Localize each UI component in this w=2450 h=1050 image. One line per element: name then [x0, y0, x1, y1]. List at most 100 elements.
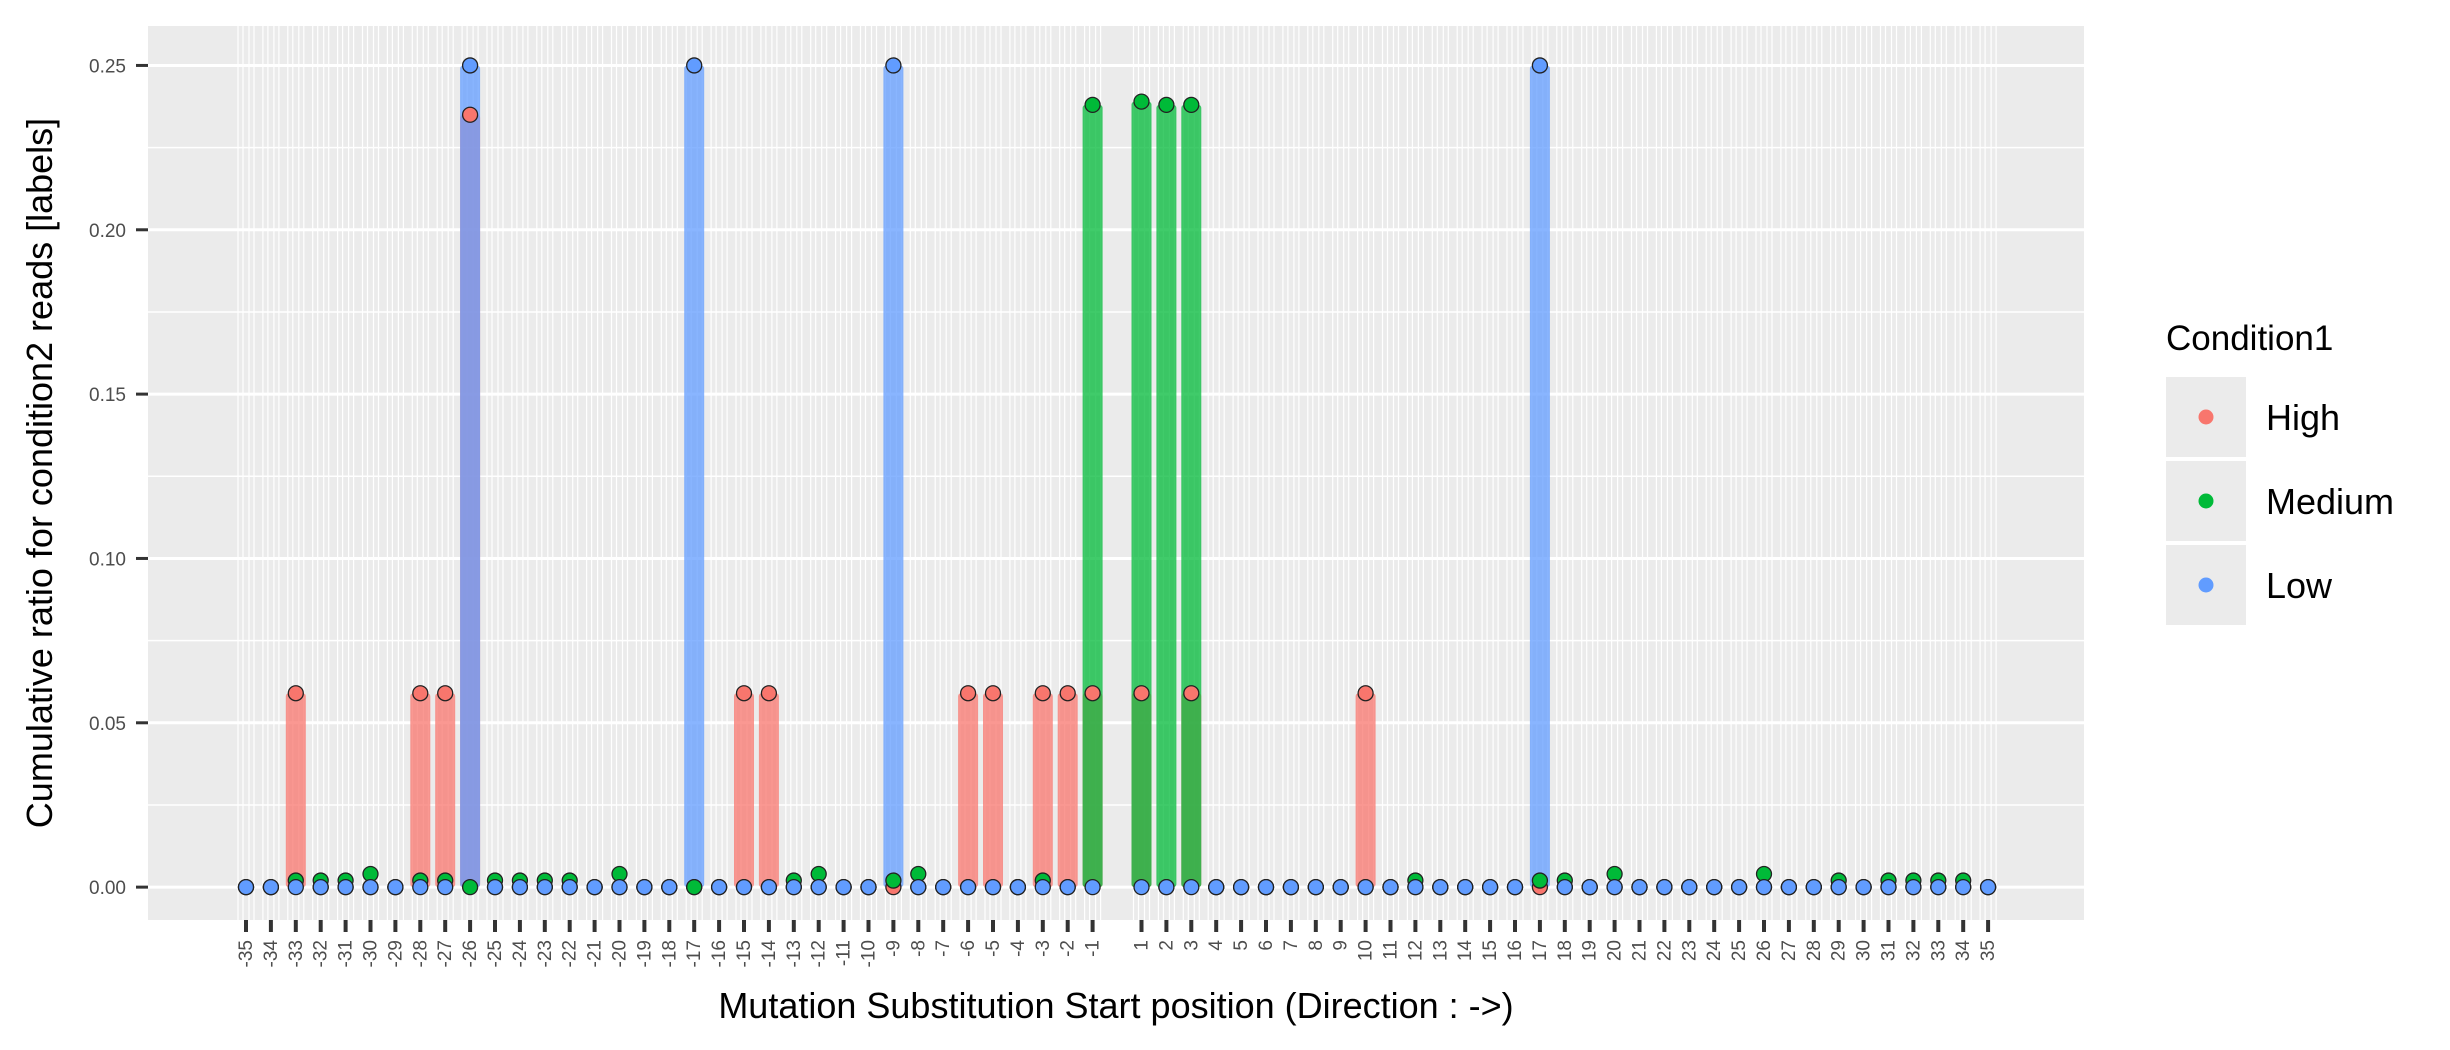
bar-high--3: [1032, 693, 1053, 888]
y-axis-title: Cumulative ratio for condition2 reads [l…: [19, 118, 60, 828]
point-low-7: [1282, 878, 1300, 896]
point-low-12: [1407, 878, 1424, 896]
x-tick-label: -31: [336, 940, 357, 967]
point-low-22: [1656, 878, 1673, 896]
point-high--27: [437, 685, 454, 702]
y-tick-label: 0.25: [89, 56, 126, 77]
point-high--3: [1034, 685, 1051, 702]
point-low--7: [935, 878, 952, 896]
point-low--5: [984, 878, 1002, 896]
point-low-26: [1755, 878, 1773, 896]
x-tick-label: -16: [709, 940, 730, 967]
point-high--2: [1059, 685, 1076, 702]
point-low-13: [1432, 878, 1449, 896]
bar-low--9: [883, 65, 904, 888]
x-tick-label: 19: [1580, 940, 1601, 961]
point-low-24: [1706, 878, 1723, 896]
x-tick-label: -8: [908, 940, 929, 957]
point-high--5: [984, 685, 1002, 702]
x-tick-label: -20: [610, 940, 631, 967]
x-tick-label: 16: [1505, 940, 1526, 961]
point-low--20: [611, 878, 628, 896]
bar-high--5: [983, 693, 1003, 888]
point-low-1: [1133, 878, 1150, 896]
x-tick-label: 9: [1331, 940, 1352, 951]
y-tick-label: 0.10: [89, 549, 126, 570]
x-tick-label: -19: [634, 940, 655, 967]
point-low--12: [810, 878, 827, 896]
x-axis-title: Mutation Substitution Start position (Di…: [718, 985, 1513, 1026]
point-low-23: [1681, 878, 1698, 896]
x-tick-label: -12: [809, 940, 830, 967]
point-low--31: [337, 878, 354, 896]
legend-title: Condition1: [2166, 319, 2333, 358]
x-tick-label: 26: [1754, 940, 1775, 961]
bar-high--6: [958, 693, 979, 888]
point-low-35: [1979, 878, 1997, 896]
points: [237, 57, 1997, 896]
x-tick-label: 18: [1555, 940, 1576, 961]
point-low-20: [1606, 878, 1623, 896]
x-tick-label: 24: [1704, 940, 1725, 962]
legend-dot-medium: [2198, 493, 2214, 509]
x-tick-label: -35: [236, 940, 257, 967]
point-low-4: [1208, 878, 1225, 896]
point-low-21: [1631, 878, 1648, 896]
x-tick-label: -3: [1033, 940, 1054, 957]
x-axis: -35 -34 -33 -32 -31 -30 -29 -28 -27 -26 -25 -24 -23-…: [236, 920, 1999, 967]
x-tick-label: -7: [933, 940, 954, 957]
point-low--13: [785, 878, 802, 896]
legend-dot-high: [2198, 409, 2214, 425]
point-high--6: [959, 685, 977, 702]
bar-medium--1: [1082, 104, 1103, 888]
x-tick-label: -4: [1008, 940, 1029, 957]
x-tick-label: -14: [759, 940, 780, 968]
point-low--18: [661, 878, 678, 896]
point-low-34: [1955, 878, 1972, 896]
point-low-18: [1556, 878, 1573, 896]
x-tick-label: -26: [460, 940, 481, 967]
point-high--28: [412, 685, 429, 702]
x-tick-label: -34: [261, 940, 282, 968]
x-tick-label: 22: [1654, 940, 1675, 961]
x-tick-label: 32: [1903, 940, 1924, 961]
x-tick-label: -9: [883, 940, 904, 957]
legend-label-medium: Medium: [2266, 481, 2394, 522]
bar-medium-2: [1156, 104, 1177, 888]
x-tick-label: 1: [1132, 940, 1153, 951]
bar-high--14: [758, 693, 779, 888]
point-low--26: [461, 57, 479, 74]
x-tick-label: 10: [1356, 940, 1377, 961]
legend-label-high: High: [2266, 397, 2340, 438]
x-tick-label: -29: [385, 940, 406, 967]
bar-low--17: [684, 65, 705, 888]
x-tick-label: 28: [1804, 940, 1825, 961]
x-tick-label: 5: [1231, 940, 1252, 951]
x-tick-label: -21: [585, 940, 606, 967]
bar-high--15: [734, 693, 754, 888]
point-high--33: [287, 685, 304, 702]
x-tick-label: 11: [1381, 940, 1402, 960]
point-low--8: [910, 878, 927, 896]
point-low-30: [1855, 878, 1872, 896]
point-low--6: [959, 878, 977, 896]
point-low-25: [1730, 878, 1748, 896]
x-tick-label: -24: [510, 940, 531, 968]
x-tick-label: -32: [311, 940, 332, 967]
point-high--26: [461, 106, 479, 123]
point-low--27: [437, 878, 454, 896]
point-low-32: [1905, 878, 1922, 896]
legend-dot-low: [2198, 577, 2214, 593]
x-tick-label: 4: [1206, 940, 1227, 951]
point-low-2: [1158, 878, 1175, 896]
legend-label-low: Low: [2266, 565, 2333, 606]
point-medium-2: [1158, 96, 1175, 114]
point-low-16: [1506, 878, 1524, 896]
point-low-11: [1382, 878, 1399, 896]
point-low--11: [835, 878, 852, 896]
point-low-3: [1183, 878, 1200, 896]
point-low-5: [1232, 878, 1250, 896]
point-medium--26: [461, 878, 479, 896]
y-axis: 0.00 0.05 0.10 0.15 0.20 0.25: [89, 56, 148, 899]
